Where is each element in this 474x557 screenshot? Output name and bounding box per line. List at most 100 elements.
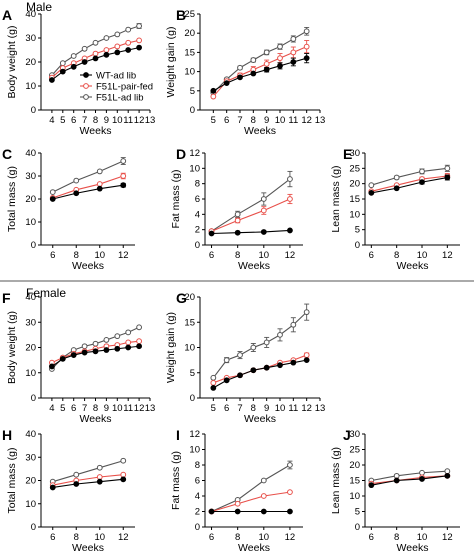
- data-point: [92, 39, 99, 46]
- data-point: [277, 331, 283, 338]
- data-point: [234, 508, 241, 515]
- y-axis-title: Lean mass (g): [330, 447, 342, 514]
- data-point: [393, 472, 400, 479]
- x-tick-label: 6: [224, 403, 229, 414]
- data-point: [210, 87, 217, 94]
- series-line-f51l-pair-fed: [211, 198, 291, 232]
- y-tick-label: 12: [189, 429, 200, 440]
- x-tick-label: 10: [94, 532, 105, 543]
- x-axis-title: Weeks: [238, 542, 270, 554]
- series-line-f51l-pair-fed: [52, 474, 124, 486]
- x-tick-label: 10: [275, 115, 286, 126]
- x-tick-label: 12: [301, 115, 312, 126]
- data-point: [290, 49, 297, 56]
- data-point: [287, 176, 293, 182]
- data-point: [287, 196, 293, 202]
- data-point: [210, 379, 217, 386]
- x-tick-label: 10: [259, 250, 270, 261]
- y-tick-label: 25: [349, 163, 360, 174]
- x-tick-label: 6: [50, 532, 55, 543]
- y-tick-label: 6: [195, 194, 200, 205]
- data-point: [136, 44, 143, 51]
- data-point: [59, 355, 66, 362]
- data-point: [237, 74, 243, 81]
- data-point: [287, 508, 293, 515]
- y-axis-title: Body weight (g): [6, 311, 18, 384]
- y-tick-label: 40: [25, 9, 36, 20]
- x-tick-label: 13: [145, 403, 156, 414]
- y-tick-label: 30: [25, 317, 36, 328]
- x-tick-label: 7: [237, 115, 242, 126]
- x-tick-label: 6: [369, 532, 374, 543]
- y-tick-label: 15: [184, 47, 195, 58]
- y-tick-label: 20: [349, 460, 360, 471]
- y-tick-label: 0: [195, 240, 200, 251]
- panel-j: J 6 8 10 12 0 5 10 15 20 25 30 Weeks Lean mass (g): [330, 427, 460, 554]
- data-point: [114, 31, 121, 38]
- y-tick-label: 2: [195, 225, 200, 236]
- data-point: [237, 64, 243, 71]
- x-tick-label: 6: [50, 250, 55, 261]
- x-tick-label: 8: [394, 250, 399, 261]
- data-point: [49, 484, 56, 491]
- data-point: [103, 47, 110, 53]
- x-tick-label: 5: [60, 403, 65, 414]
- series-line-wt-ad-lib: [371, 176, 448, 194]
- panel-letter: A: [2, 7, 12, 23]
- data-point: [260, 508, 267, 515]
- data-point: [290, 321, 297, 328]
- y-tick-label: 0: [355, 522, 360, 533]
- data-point: [303, 357, 310, 364]
- data-point: [70, 352, 77, 358]
- data-point: [73, 481, 80, 487]
- data-point: [210, 374, 217, 381]
- x-tick-label: 4: [49, 115, 54, 126]
- data-point: [81, 349, 88, 356]
- series-line-wt-ad-lib: [211, 229, 290, 235]
- x-axis-title: Weeks: [72, 260, 104, 272]
- data-point: [444, 174, 451, 181]
- x-tick-label: 6: [209, 532, 214, 543]
- data-point: [260, 196, 267, 202]
- x-tick-label: 4: [49, 403, 54, 414]
- y-tick-label: 30: [25, 33, 36, 44]
- x-tick-label: 12: [285, 532, 296, 543]
- data-point: [290, 359, 297, 366]
- data-point: [263, 61, 270, 67]
- series-line-f51l-ad-lib: [371, 470, 448, 482]
- y-tick-label: 2: [195, 507, 200, 518]
- data-point: [73, 177, 80, 184]
- data-point: [210, 385, 217, 391]
- y-axis-title: Total mass (g): [6, 166, 18, 232]
- series-line-f51l-pair-fed: [52, 175, 124, 199]
- y-tick-label: 0: [195, 522, 200, 533]
- y-tick-label: 0: [31, 105, 36, 116]
- data-point: [303, 309, 310, 316]
- x-tick-label: 6: [71, 115, 76, 126]
- y-tick-label: 40: [25, 292, 36, 303]
- x-axis-title: Weeks: [80, 125, 112, 137]
- data-point: [250, 57, 257, 63]
- x-tick-label: 12: [134, 115, 145, 126]
- y-tick-label: 40: [25, 429, 36, 440]
- y-tick-label: 0: [31, 393, 36, 404]
- x-tick-label: 6: [369, 250, 374, 261]
- y-tick-label: 20: [184, 28, 195, 39]
- y-tick-label: 30: [25, 171, 36, 182]
- x-tick-label: 8: [235, 250, 240, 261]
- panel-letter: F: [2, 290, 11, 306]
- x-axis-title: Weeks: [397, 260, 429, 272]
- data-point: [237, 352, 243, 358]
- y-tick-label: 5: [355, 507, 360, 518]
- data-point: [223, 80, 230, 87]
- section-label-female: Female: [26, 286, 66, 300]
- data-point: [444, 468, 451, 475]
- data-point: [290, 36, 297, 42]
- y-tick-label: 5: [355, 225, 360, 236]
- x-tick-label: 13: [145, 115, 156, 126]
- y-tick-label: 10: [349, 491, 360, 502]
- data-point: [114, 43, 121, 50]
